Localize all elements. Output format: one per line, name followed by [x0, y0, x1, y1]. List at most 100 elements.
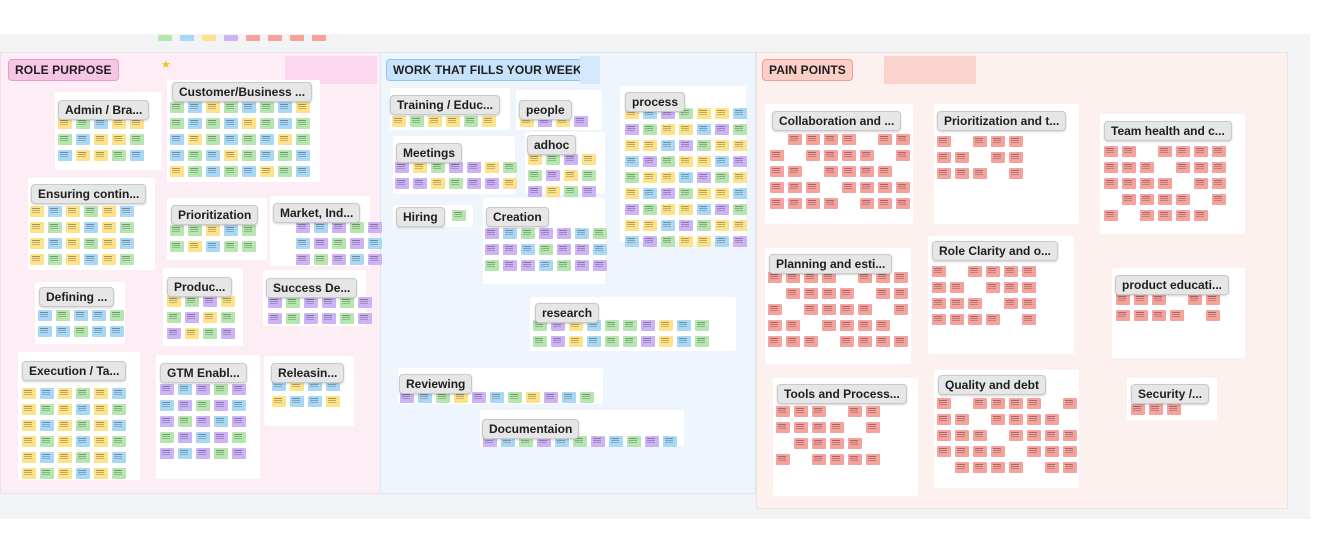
sticky-note[interactable]	[697, 108, 711, 119]
sticky-note[interactable]	[1027, 430, 1041, 441]
sticky-note[interactable]	[1158, 194, 1172, 205]
sticky-note[interactable]	[661, 172, 675, 183]
sticky-note[interactable]	[1009, 414, 1023, 425]
sticky-note[interactable]	[102, 238, 116, 249]
sticky-note[interactable]	[206, 134, 220, 145]
sticky-note[interactable]	[643, 188, 657, 199]
sticky-note[interactable]	[625, 204, 639, 215]
sticky-note[interactable]	[413, 162, 427, 173]
sticky-note[interactable]	[94, 150, 108, 161]
sticky-note[interactable]	[1022, 314, 1036, 325]
sticky-note[interactable]	[1004, 282, 1018, 293]
sticky-note[interactable]	[130, 150, 144, 161]
sticky-note[interactable]	[776, 422, 790, 433]
sticky-note[interactable]	[1063, 430, 1077, 441]
sticky-note[interactable]	[661, 124, 675, 135]
sticky-note[interactable]	[937, 168, 951, 179]
sticky-note[interactable]	[812, 406, 826, 417]
sticky-note[interactable]	[395, 178, 409, 189]
sticky-note[interactable]	[242, 118, 256, 129]
cluster-label-admin[interactable]: Admin / Bra...	[58, 100, 150, 120]
sticky-note[interactable]	[830, 438, 844, 449]
sticky-note[interactable]	[66, 222, 80, 233]
sticky-note[interactable]	[623, 336, 637, 347]
sticky-note[interactable]	[242, 102, 256, 113]
sticky-note[interactable]	[625, 188, 639, 199]
sticky-note[interactable]	[858, 304, 872, 315]
sticky-note[interactable]	[1004, 298, 1018, 309]
sticky-note[interactable]	[786, 320, 800, 331]
sticky-note[interactable]	[76, 404, 90, 415]
sticky-note[interactable]	[467, 178, 481, 189]
sticky-note[interactable]	[22, 452, 36, 463]
sticky-note[interactable]	[788, 134, 802, 145]
sticky-note[interactable]	[358, 297, 372, 308]
sticky-note[interactable]	[937, 136, 951, 147]
sticky-note[interactable]	[896, 198, 910, 209]
sticky-note[interactable]	[1122, 194, 1136, 205]
sticky-note[interactable]	[1009, 430, 1023, 441]
sticky-note[interactable]	[508, 392, 522, 403]
cluster-label-market[interactable]: Market, Ind...	[273, 203, 361, 223]
sticky-note[interactable]	[625, 172, 639, 183]
sticky-note[interactable]	[58, 452, 72, 463]
sticky-note[interactable]	[1022, 282, 1036, 293]
cluster-label-quality-debt[interactable]: Quality and debt	[938, 375, 1047, 395]
sticky-note[interactable]	[1158, 178, 1172, 189]
sticky-note[interactable]	[605, 320, 619, 331]
sticky-note[interactable]	[1131, 404, 1145, 415]
sticky-note[interactable]	[937, 414, 951, 425]
cluster-label-creation[interactable]: Creation	[486, 207, 549, 227]
sticky-note[interactable]	[1116, 294, 1130, 305]
sticky-note[interactable]	[206, 150, 220, 161]
sticky-note[interactable]	[528, 170, 542, 181]
cluster-label-prioritization-and[interactable]: Prioritization and t...	[937, 111, 1067, 131]
sticky-note[interactable]	[794, 422, 808, 433]
sticky-note[interactable]	[627, 436, 641, 447]
sticky-note[interactable]	[38, 310, 52, 321]
sticky-note[interactable]	[188, 134, 202, 145]
sticky-note[interactable]	[806, 134, 820, 145]
sticky-note[interactable]	[733, 204, 747, 215]
sticky-note[interactable]	[40, 404, 54, 415]
sticky-note[interactable]	[1140, 194, 1154, 205]
sticky-note[interactable]	[876, 336, 890, 347]
sticky-note[interactable]	[609, 436, 623, 447]
sticky-note[interactable]	[991, 136, 1005, 147]
sticky-note[interactable]	[232, 416, 246, 427]
sticky-note[interactable]	[188, 241, 202, 252]
sticky-note[interactable]	[973, 398, 987, 409]
sticky-note[interactable]	[695, 336, 709, 347]
sticky-note[interactable]	[94, 118, 108, 129]
cluster-label-tools-process[interactable]: Tools and Process...	[777, 384, 907, 404]
sticky-note[interactable]	[521, 260, 535, 271]
sticky-note[interactable]	[521, 228, 535, 239]
sticky-note[interactable]	[1188, 294, 1202, 305]
sticky-note[interactable]	[715, 236, 729, 247]
sticky-note[interactable]	[661, 236, 675, 247]
sticky-note[interactable]	[1134, 294, 1148, 305]
sticky-note[interactable]	[314, 222, 328, 233]
cluster-label-planning[interactable]: Planning and esti...	[769, 254, 893, 274]
sticky-note[interactable]	[564, 170, 578, 181]
sticky-note[interactable]	[932, 282, 946, 293]
sticky-note[interactable]	[677, 320, 691, 331]
reference-frame[interactable]	[580, 56, 600, 84]
sticky-note[interactable]	[278, 118, 292, 129]
sticky-note[interactable]	[503, 244, 517, 255]
sticky-note[interactable]	[557, 260, 571, 271]
sticky-note[interactable]	[1045, 430, 1059, 441]
sticky-note[interactable]	[804, 288, 818, 299]
sticky-note[interactable]	[221, 328, 235, 339]
sticky-note[interactable]	[260, 150, 274, 161]
cluster-label-reviewing[interactable]: Reviewing	[399, 374, 473, 394]
sticky-note[interactable]	[697, 220, 711, 231]
cluster-label-security[interactable]: Security /...	[1131, 384, 1210, 404]
sticky-note[interactable]	[413, 178, 427, 189]
sticky-note[interactable]	[661, 156, 675, 167]
sticky-note[interactable]	[170, 134, 184, 145]
sticky-note[interactable]	[56, 326, 70, 337]
sticky-note[interactable]	[314, 254, 328, 265]
sticky-note[interactable]	[1167, 404, 1181, 415]
cluster-label-success[interactable]: Success De...	[266, 278, 358, 298]
